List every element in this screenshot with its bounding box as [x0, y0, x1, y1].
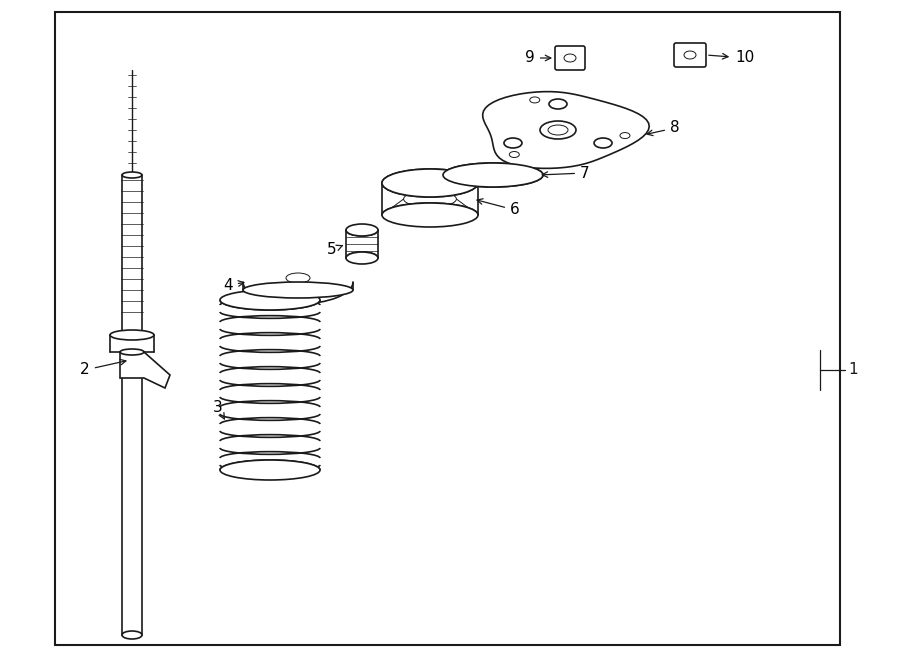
Text: 4: 4	[223, 278, 244, 293]
Ellipse shape	[504, 138, 522, 148]
Ellipse shape	[346, 224, 378, 236]
Ellipse shape	[110, 330, 154, 340]
Ellipse shape	[220, 460, 320, 480]
Text: 2: 2	[80, 360, 126, 377]
Ellipse shape	[530, 97, 540, 103]
Polygon shape	[120, 352, 170, 388]
Polygon shape	[482, 92, 649, 169]
Bar	[55, 12, 840, 645]
Text: 9: 9	[525, 50, 551, 65]
Ellipse shape	[540, 121, 576, 139]
Ellipse shape	[443, 163, 543, 187]
Ellipse shape	[382, 169, 478, 197]
Text: 1: 1	[848, 362, 858, 377]
Ellipse shape	[243, 282, 353, 298]
Text: 6: 6	[477, 199, 520, 217]
FancyBboxPatch shape	[555, 46, 585, 70]
Text: 3: 3	[213, 401, 224, 419]
Ellipse shape	[346, 252, 378, 264]
Ellipse shape	[549, 99, 567, 109]
Ellipse shape	[382, 203, 478, 227]
Text: 7: 7	[542, 165, 590, 180]
Text: 5: 5	[328, 243, 343, 258]
Ellipse shape	[120, 349, 144, 355]
Ellipse shape	[620, 133, 630, 139]
Ellipse shape	[509, 151, 519, 157]
FancyBboxPatch shape	[674, 43, 706, 67]
Ellipse shape	[122, 172, 142, 178]
Ellipse shape	[220, 290, 320, 310]
Ellipse shape	[122, 631, 142, 639]
Text: 10: 10	[709, 50, 754, 65]
Text: 8: 8	[647, 120, 680, 136]
Ellipse shape	[594, 138, 612, 148]
